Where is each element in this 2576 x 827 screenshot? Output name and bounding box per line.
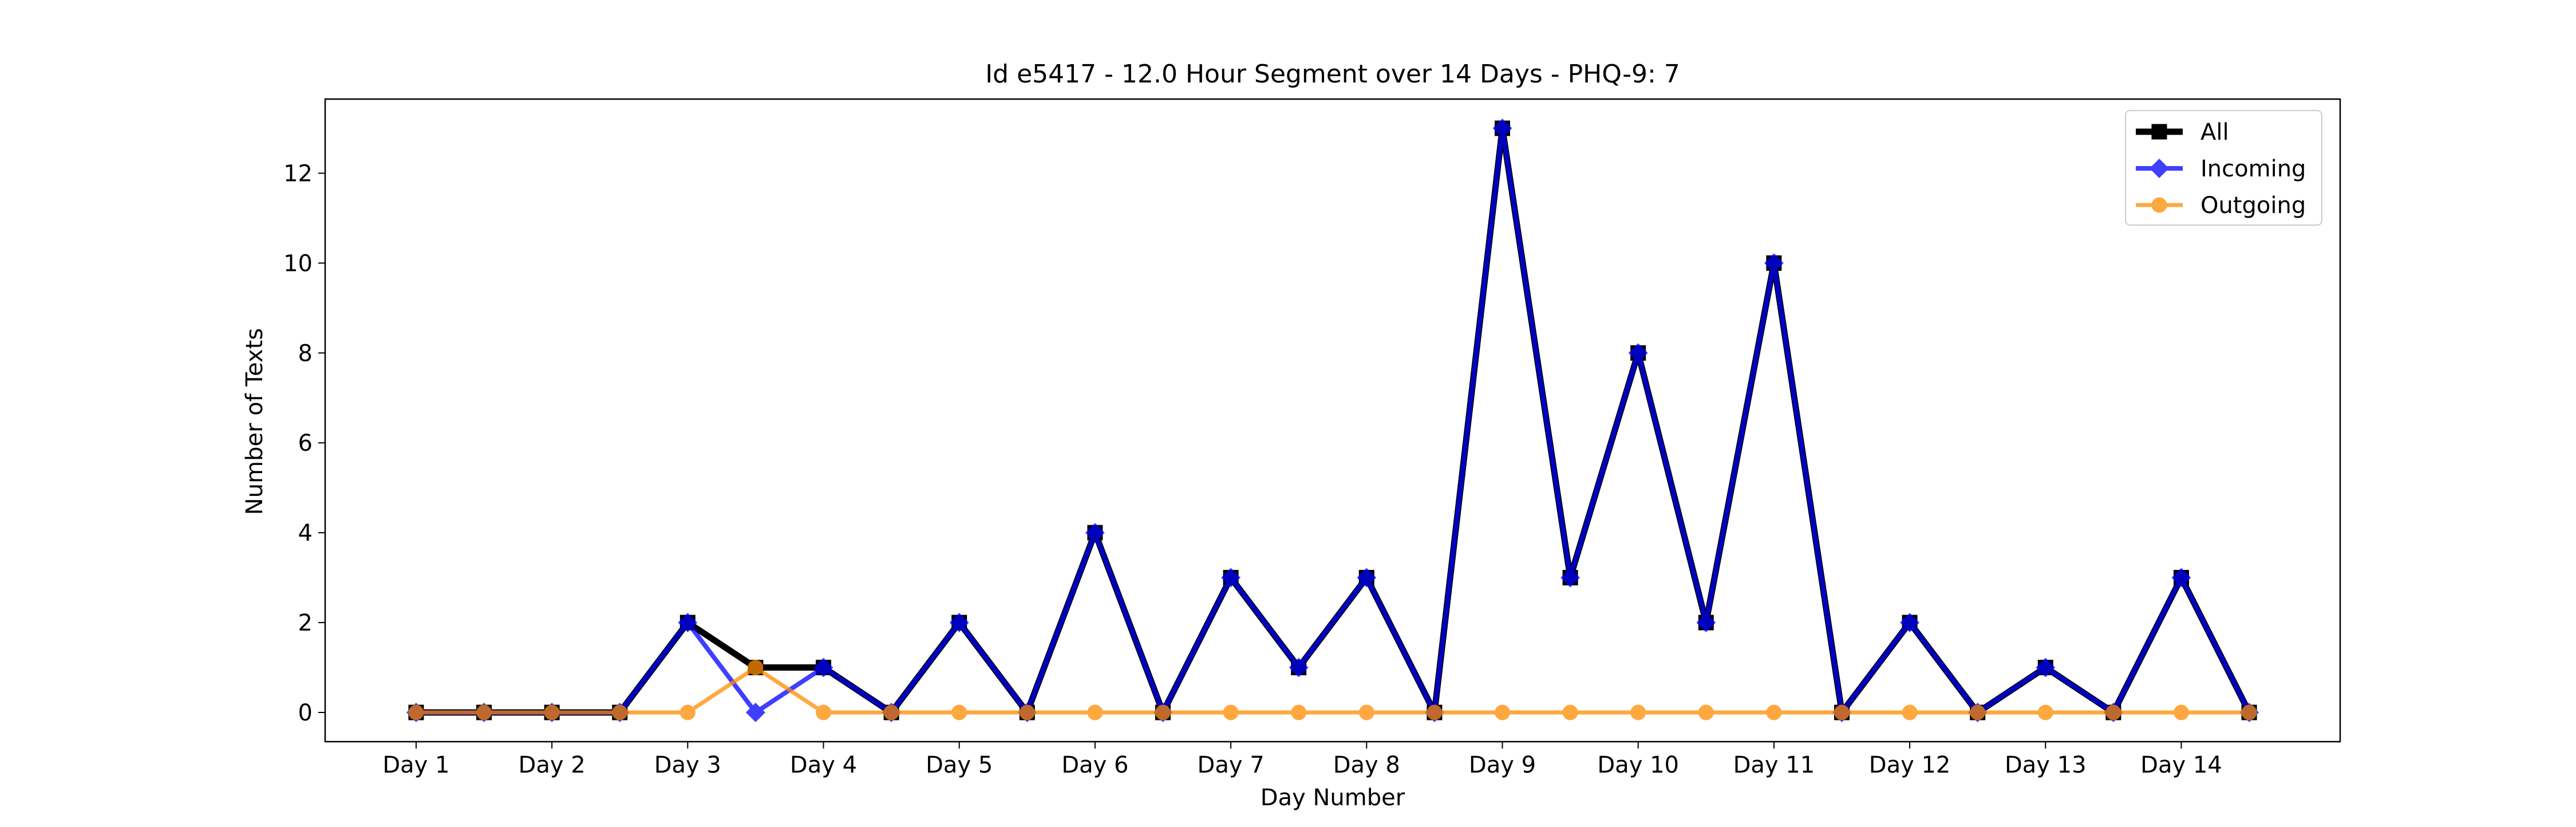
legend-label: Incoming	[2200, 156, 2306, 182]
x-tick-label: Day 8	[1333, 752, 1400, 778]
y-tick-label: 8	[298, 340, 313, 367]
data-point	[1155, 704, 1171, 720]
data-point	[1834, 704, 1850, 720]
data-point	[1291, 704, 1307, 720]
data-point	[951, 704, 967, 720]
data-point	[679, 704, 696, 720]
data-point	[1357, 568, 1377, 588]
series-line	[416, 126, 2251, 715]
data-point	[1562, 704, 1578, 720]
x-tick-label: Day 1	[382, 752, 449, 778]
data-point	[1289, 657, 1309, 678]
series-3	[408, 660, 2257, 720]
y-tick-label: 6	[298, 430, 313, 456]
x-tick-label: Day 7	[1198, 752, 1265, 778]
data-point	[1698, 704, 1714, 720]
data-point	[949, 613, 969, 633]
x-tick-label: Day 11	[1733, 752, 1815, 778]
x-tick-label: Day 5	[926, 752, 993, 778]
data-point	[1019, 704, 1035, 720]
plot-frame	[324, 98, 2341, 743]
data-point	[2037, 704, 2053, 720]
data-point	[1358, 704, 1374, 720]
legend-swatch-2	[2136, 159, 2183, 178]
data-point	[1764, 253, 1784, 273]
legend-marker	[2151, 124, 2167, 140]
data-point	[748, 660, 764, 676]
y-axis-label: Number of Texts	[242, 328, 268, 515]
y-tick-label: 4	[298, 520, 313, 546]
data-point	[476, 704, 492, 720]
legend-label: Outgoing	[2200, 192, 2306, 219]
x-tick-label: Day 13	[2005, 752, 2087, 778]
x-tick-label: Day 12	[1869, 752, 1951, 778]
data-point	[612, 704, 628, 720]
data-point	[1087, 704, 1103, 720]
x-tick-label: Day 10	[1597, 752, 1679, 778]
data-point	[544, 704, 560, 720]
data-point	[1085, 523, 1105, 543]
data-point	[1900, 613, 1920, 633]
data-point	[2241, 704, 2257, 720]
x-tick-label: Day 3	[654, 752, 721, 778]
data-point	[1628, 343, 1648, 363]
data-point	[1696, 613, 1716, 633]
data-point	[678, 613, 698, 633]
x-tick-label: Day 6	[1061, 752, 1128, 778]
x-tick-label: Day 9	[1469, 752, 1536, 778]
x-tick-label: Day 4	[790, 752, 857, 778]
legend-label: All	[2200, 119, 2229, 145]
data-point	[1492, 119, 1512, 138]
y-tick-label: 2	[298, 610, 313, 636]
data-point	[1494, 704, 1510, 720]
legend-swatch-1	[2136, 124, 2183, 140]
y-tick-label: 12	[283, 160, 313, 187]
y-tick-label: 10	[283, 250, 313, 277]
data-point	[745, 703, 765, 722]
data-point	[816, 704, 832, 720]
data-point	[813, 657, 833, 678]
y-tick-label: 0	[298, 700, 313, 726]
data-point	[1902, 704, 1918, 720]
data-point	[883, 704, 899, 720]
data-point	[1221, 568, 1241, 588]
data-point	[1766, 704, 1782, 720]
legend-marker	[2150, 159, 2169, 178]
data-point	[2036, 657, 2056, 678]
x-axis-label: Day Number	[1261, 785, 1405, 811]
data-point	[1560, 568, 1581, 588]
legend-swatch-3	[2136, 197, 2183, 213]
data-point	[2173, 704, 2189, 720]
x-tick-label: Day 14	[2140, 752, 2222, 778]
series-line	[416, 665, 2250, 715]
data-point	[2105, 704, 2121, 720]
data-point	[1427, 704, 1443, 720]
data-point	[1223, 704, 1239, 720]
x-tick-label: Day 2	[519, 752, 586, 778]
legend-box	[2125, 110, 2322, 226]
data-point	[2171, 568, 2191, 588]
data-point	[1630, 704, 1646, 720]
chart-title: Id e5417 - 12.0 Hour Segment over 14 Day…	[985, 60, 1680, 89]
data-point	[408, 704, 424, 720]
data-point	[1970, 704, 1986, 720]
legend-marker	[2151, 197, 2167, 213]
